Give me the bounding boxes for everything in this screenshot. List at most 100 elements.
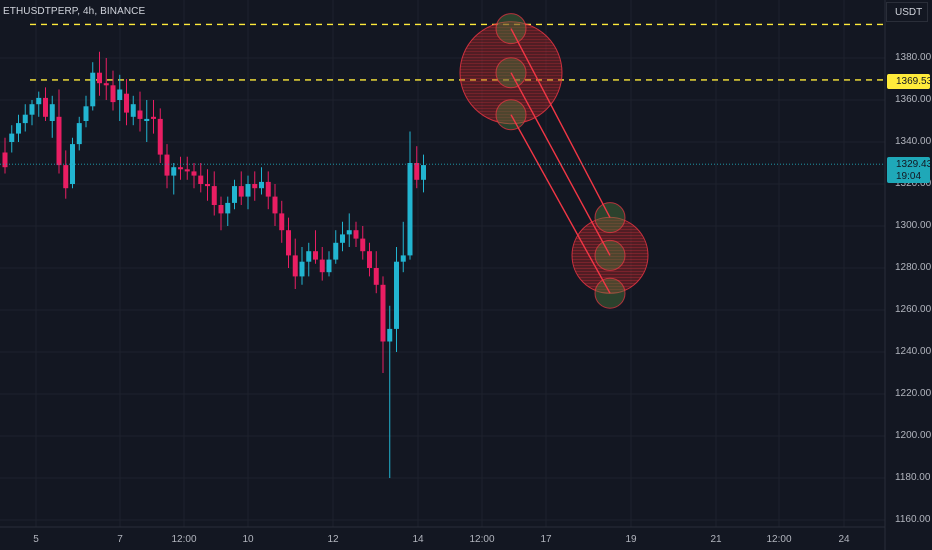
price-tick-label: 1360.00 xyxy=(895,94,932,105)
candle-body xyxy=(191,171,197,176)
candle-body xyxy=(238,186,244,197)
candle-body xyxy=(90,72,96,107)
candle-body xyxy=(373,268,379,285)
candle-body xyxy=(292,255,298,277)
candle-body xyxy=(76,123,82,145)
candle-body xyxy=(407,163,413,256)
price-tick-label: 1240.00 xyxy=(895,346,932,357)
price-tick-label: 1380.00 xyxy=(895,52,932,63)
candle-body xyxy=(130,104,136,117)
candle-body xyxy=(353,230,359,239)
candle-body xyxy=(299,261,305,277)
candle-body xyxy=(346,230,352,235)
time-tick-label: 12:00 xyxy=(766,534,792,545)
currency-button[interactable]: USDT xyxy=(886,2,928,22)
candle-body xyxy=(265,181,271,197)
candle-body xyxy=(245,184,251,197)
bar-countdown: 19:04 xyxy=(896,171,922,182)
candle-body xyxy=(22,114,28,124)
candle-body xyxy=(29,104,35,115)
price-tick-label: 1260.00 xyxy=(895,304,932,315)
candle-body xyxy=(137,110,143,119)
candle-body xyxy=(400,255,406,262)
candle-body xyxy=(333,242,339,260)
candle-body xyxy=(205,184,210,187)
price-tick-label: 1320.00 xyxy=(895,178,932,189)
candle-body xyxy=(326,259,332,273)
candle-body xyxy=(367,251,372,268)
price-tick-label: 1300.00 xyxy=(895,220,932,231)
projection-line xyxy=(510,72,611,256)
horizontal-levels[interactable] xyxy=(30,23,885,81)
time-tick-label: 10 xyxy=(242,534,254,545)
price-tick-label: 1340.00 xyxy=(895,136,932,147)
candle-body xyxy=(272,196,278,214)
grid xyxy=(0,0,885,527)
price-tick-label: 1280.00 xyxy=(895,262,932,273)
candle-body xyxy=(49,104,55,121)
candle-body xyxy=(117,89,123,100)
candle-body xyxy=(171,167,177,176)
candle-body xyxy=(2,152,8,168)
time-tick-label: 12 xyxy=(327,534,339,545)
time-tick-label: 14 xyxy=(412,534,424,545)
candle-body xyxy=(211,186,217,205)
candle-body xyxy=(178,167,183,170)
candle-body xyxy=(43,97,48,117)
candle-body xyxy=(184,169,190,172)
time-tick-label: 5 xyxy=(33,534,39,545)
candle-body xyxy=(286,230,291,256)
price-tick-label: 1160.00 xyxy=(895,514,931,525)
time-tick-label: 24 xyxy=(838,534,850,545)
time-tick-label: 17 xyxy=(540,534,552,545)
projection-line xyxy=(510,28,611,218)
candle-body xyxy=(279,213,285,231)
candle-body xyxy=(421,165,426,180)
price-tick-label: 1180.00 xyxy=(895,472,931,483)
candle-body xyxy=(360,238,366,252)
projection-line xyxy=(510,114,611,294)
candle-body xyxy=(164,154,170,176)
candle-body xyxy=(225,202,231,214)
candle-body xyxy=(319,259,325,273)
candle-body xyxy=(380,284,386,342)
candle-body xyxy=(97,72,102,84)
candle-body xyxy=(151,116,156,119)
candle-body xyxy=(144,118,150,121)
candle-body xyxy=(394,261,399,329)
candle-body xyxy=(252,184,258,189)
target-circle xyxy=(495,13,527,45)
time-tick-label: 19 xyxy=(625,534,637,545)
candle-body xyxy=(36,97,42,105)
candle-body xyxy=(313,251,318,260)
candle-body xyxy=(63,165,69,189)
candle-body xyxy=(414,163,420,180)
candle-body xyxy=(124,93,129,113)
candle-body xyxy=(198,175,204,184)
time-tick-label: 12:00 xyxy=(171,534,197,545)
candles xyxy=(2,51,426,478)
candle-body xyxy=(16,123,21,134)
price-tick-label: 1200.00 xyxy=(895,430,932,441)
time-tick-label: 12:00 xyxy=(469,534,495,545)
candle-body xyxy=(259,181,264,189)
level-price-tag: 1369.53 xyxy=(887,74,932,89)
candle-body xyxy=(9,133,15,142)
candle-body xyxy=(83,106,89,121)
candle-body xyxy=(110,85,116,103)
price-tick-label: 1220.00 xyxy=(895,388,932,399)
time-tick-label: 21 xyxy=(710,534,722,545)
time-tick-label: 7 xyxy=(117,534,123,545)
last-price-value: 1329.43 xyxy=(896,159,932,170)
projection-drawings[interactable] xyxy=(459,13,649,309)
candle-body xyxy=(232,186,237,203)
last-price-tag: 1329.43 19:04 xyxy=(887,157,932,183)
candle-body xyxy=(56,116,62,166)
candle-body xyxy=(218,205,224,214)
candle-body xyxy=(387,328,393,342)
candle-body xyxy=(306,251,312,262)
symbol-title: ETHUSDTPERP, 4h, BINANCE xyxy=(3,6,146,17)
candle-body xyxy=(340,234,345,243)
candle-body xyxy=(157,118,163,155)
